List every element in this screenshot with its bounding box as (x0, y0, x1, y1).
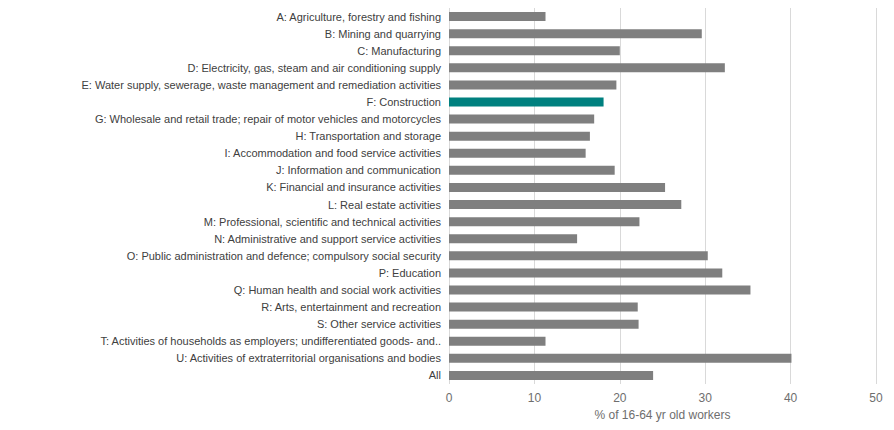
svg-text:G: Wholesale and retail trade;: G: Wholesale and retail trade; repair of… (95, 113, 442, 125)
svg-text:% of 16-64 yr old workers: % of 16-64 yr old workers (594, 408, 730, 422)
svg-text:U: Activities of extraterritor: U: Activities of extraterritorial organi… (176, 352, 441, 364)
svg-text:O: Public administration and d: O: Public administration and defence; co… (127, 250, 442, 262)
svg-text:10: 10 (528, 391, 542, 405)
svg-text:M: Professional, scientific an: M: Professional, scientific and technica… (204, 216, 442, 228)
svg-text:H: Transportation and storage: H: Transportation and storage (295, 130, 441, 142)
svg-text:All: All (429, 369, 441, 381)
svg-text:30: 30 (699, 391, 713, 405)
svg-text:A: Agriculture, forestry and f: A: Agriculture, forestry and fishing (277, 11, 441, 23)
svg-text:J: Information and communicati: J: Information and communication (276, 164, 441, 176)
svg-text:40: 40 (784, 391, 798, 405)
svg-text:N: Administrative and support: N: Administrative and support service ac… (214, 233, 441, 245)
svg-text:50: 50 (869, 391, 883, 405)
svg-text:T: Activities of households as: T: Activities of households as employers… (101, 335, 441, 347)
svg-text:20: 20 (613, 391, 627, 405)
svg-text:S: Other service activities: S: Other service activities (317, 318, 442, 330)
svg-text:F: Construction: F: Construction (366, 96, 441, 108)
svg-text:B: Mining and quarrying: B: Mining and quarrying (325, 28, 441, 40)
svg-text:Q: Human health and social wor: Q: Human health and social work activiti… (234, 284, 442, 296)
svg-text:R: Arts, entertainment and rec: R: Arts, entertainment and recreation (261, 301, 441, 313)
svg-text:P: Education: P: Education (379, 267, 441, 279)
svg-text:C: Manufacturing: C: Manufacturing (357, 45, 441, 57)
svg-text:E: Water supply, sewerage, was: E: Water supply, sewerage, waste managem… (81, 79, 441, 91)
svg-text:I: Accommodation and food serv: I: Accommodation and food service activi… (225, 147, 442, 159)
svg-text:L: Real estate activities: L: Real estate activities (328, 199, 442, 211)
svg-text:K: Financial and insurance act: K: Financial and insurance activities (266, 181, 441, 193)
svg-text:0: 0 (446, 391, 453, 405)
svg-text:D: Electricity, gas, steam and: D: Electricity, gas, steam and air condi… (187, 62, 441, 74)
